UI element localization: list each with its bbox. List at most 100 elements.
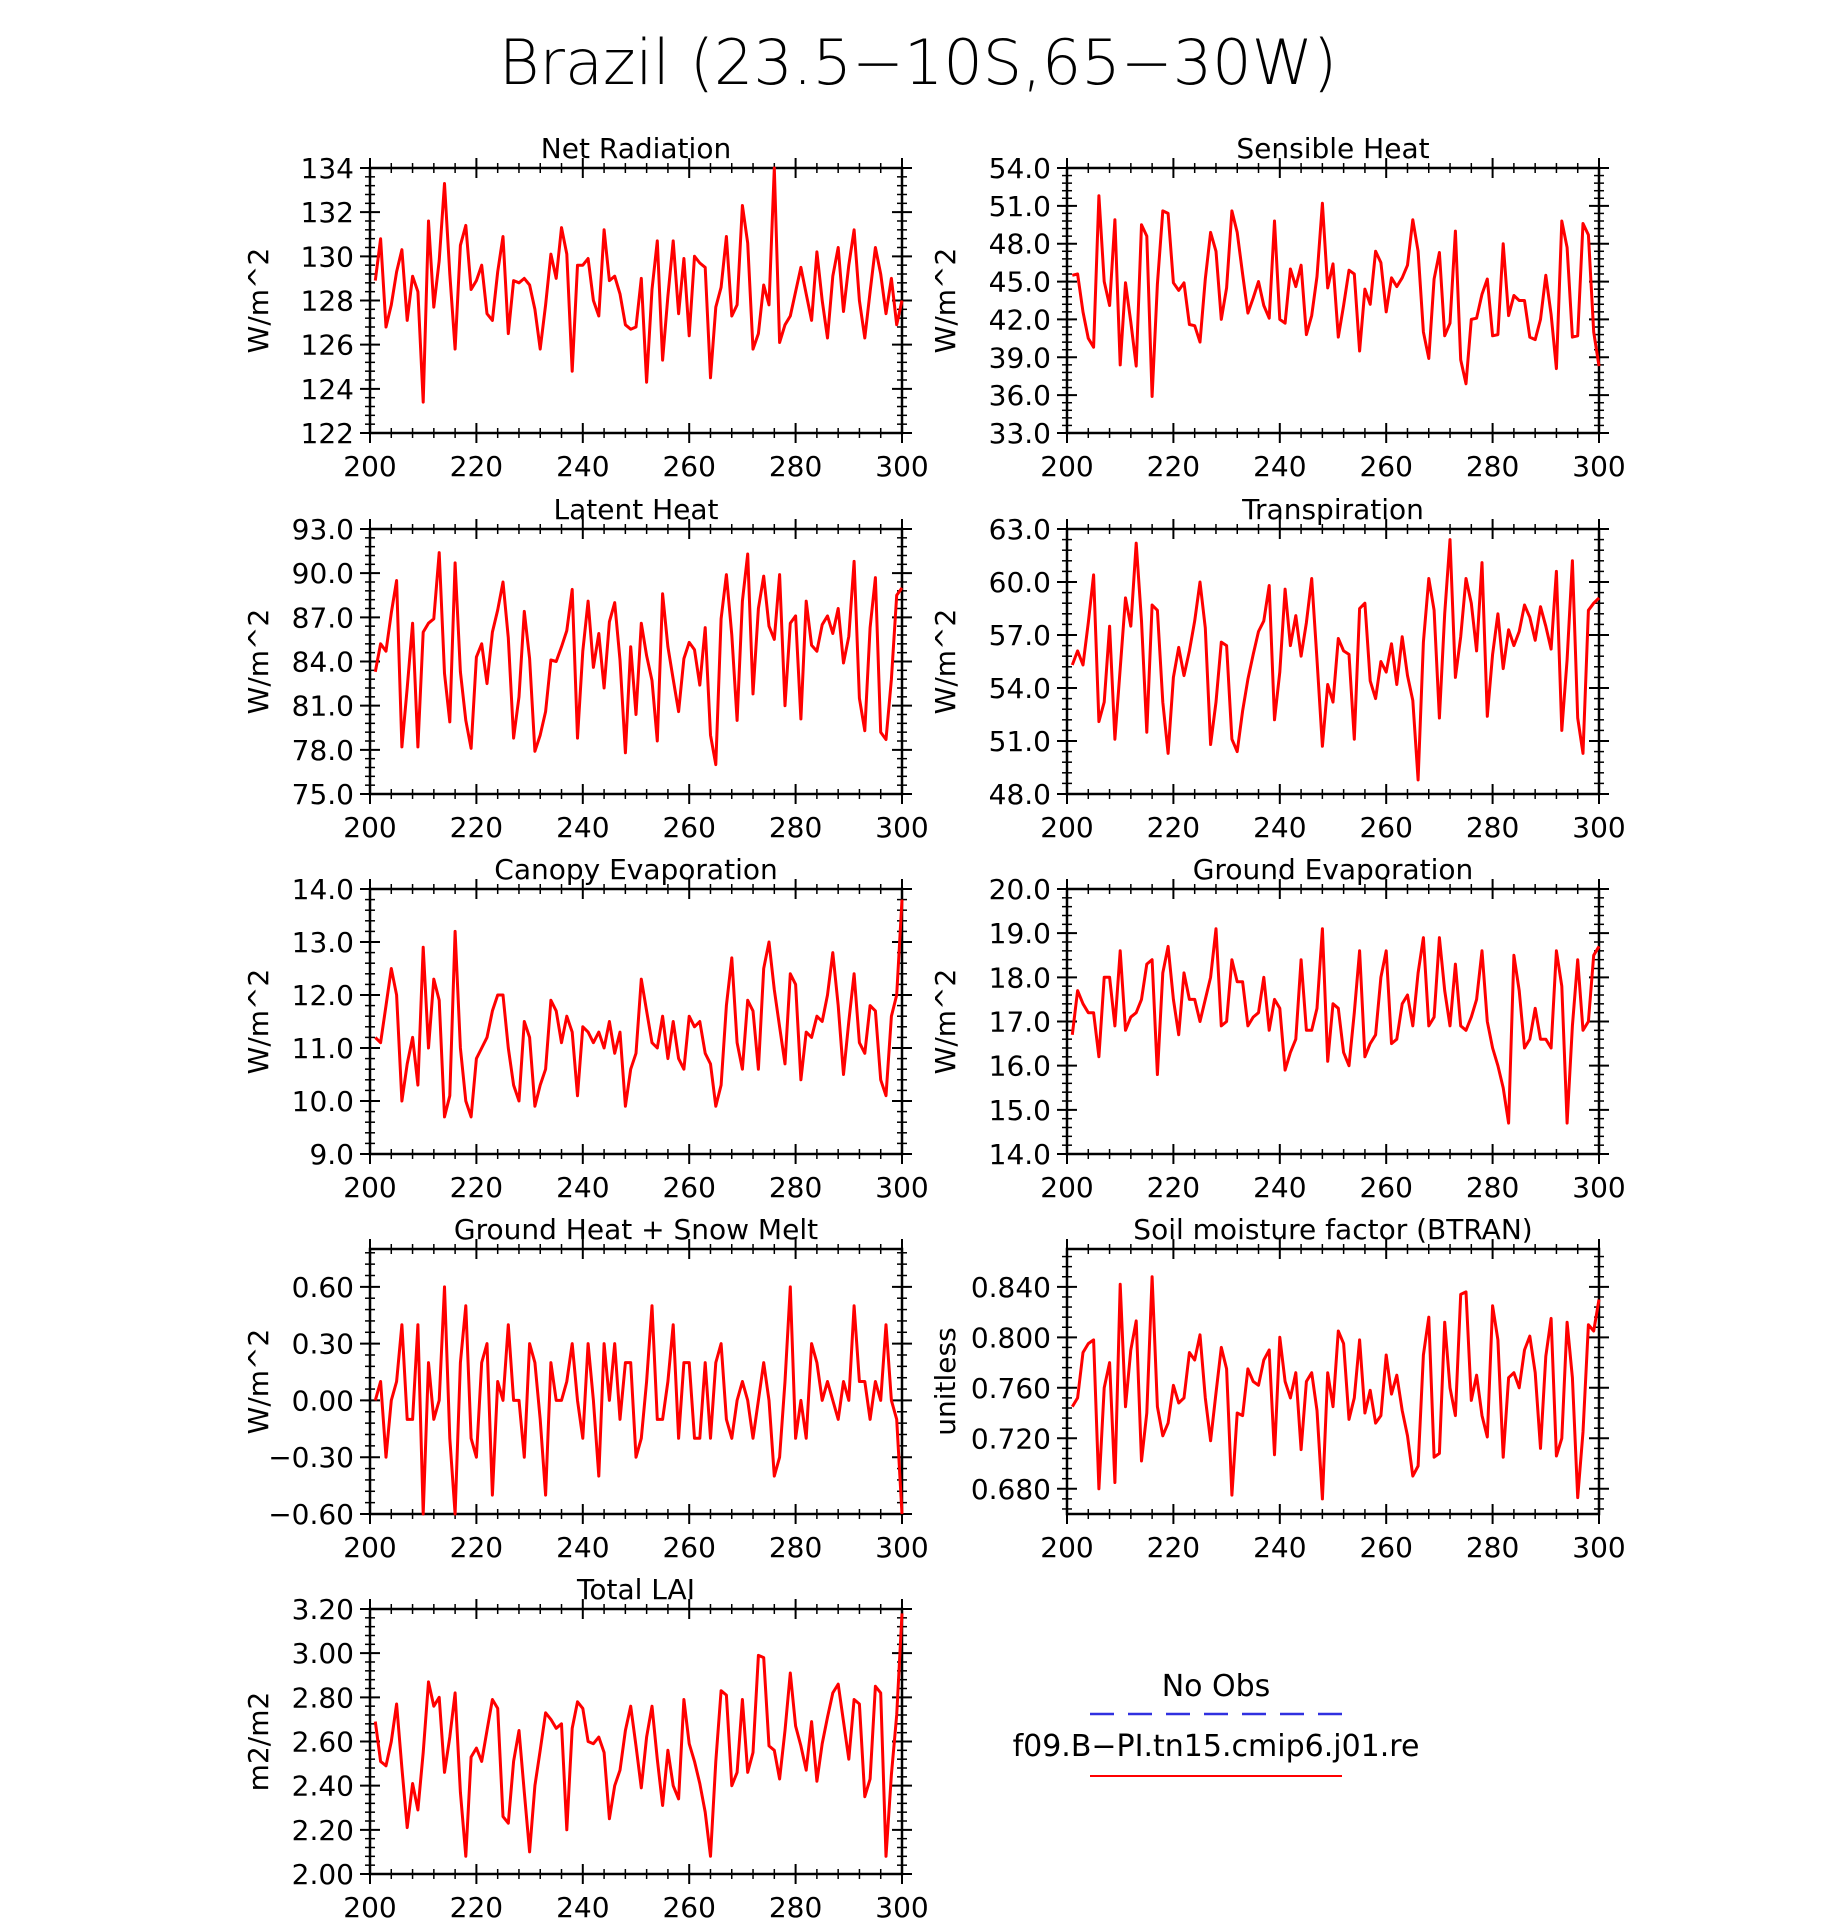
total-lai-ytick-label: 2.00 [292,1858,354,1891]
ground-evaporation-xtick-label: 280 [1466,1171,1519,1204]
transpiration-series-line-0 [1070,538,1601,782]
latent-heat-ytick-label: 78.0 [292,734,354,767]
soil-moisture-factor-btran-xtick-label: 200 [1040,1531,1093,1564]
soil-moisture-factor-btran-xtick-label: 280 [1466,1531,1519,1564]
total-lai-title: Total LAI [576,1573,695,1606]
canopy-evaporation-xtick-label: 300 [875,1171,928,1204]
latent-heat-xtick-label: 220 [450,811,503,844]
ground-evaporation-ytick-label: 15.0 [989,1094,1051,1127]
soil-moisture-factor-btran-ytick-label: 0.680 [971,1473,1051,1506]
sensible-heat-xtick-label: 220 [1147,450,1200,483]
latent-heat-frame [368,527,904,796]
ground-heat-snow-melt-frame [368,1247,904,1516]
ground-evaporation-ytick-label: 18.0 [989,961,1051,994]
panel-ground-evaporation: 14.0 15.0 16.0 17.0 18.0 19.0 20.0 200 220 240 260… [929,853,1626,1204]
soil-moisture-factor-btran-title: Soil moisture factor (BTRAN) [1133,1213,1532,1246]
canopy-evaporation-xtick-label: 240 [556,1171,609,1204]
latent-heat-xtick-label: 280 [769,811,822,844]
ground-evaporation-series-line-0 [1070,927,1601,1125]
canopy-evaporation-xtick-label: 220 [450,1171,503,1204]
legend: No Obs f09.B−PI.tn15.cmip6.j01.re [1013,1669,1420,1777]
canopy-evaporation-ytick-label: 9.0 [309,1138,354,1171]
canopy-evaporation-xtick-label: 260 [662,1171,715,1204]
panel-canopy-evaporation: 9.0 10.0 11.0 12.0 13.0 14.0 200 220 240 260 280 30… [242,853,929,1204]
sensible-heat-xtick-label: 280 [1466,450,1519,483]
latent-heat-ytick-label: 93.0 [292,513,354,546]
panel-ground-heat-snow-melt: −0.60 −0.30 0.00 0.30 0.60 200 220 240 260 280 300… [242,1213,929,1564]
sensible-heat-ytick-label: 42.0 [989,303,1051,336]
total-lai-ytick-label: 2.20 [292,1814,354,1847]
net-radiation-title: Net Radiation [541,132,731,165]
sensible-heat-xtick-label: 200 [1040,450,1093,483]
transpiration-xtick-label: 220 [1147,811,1200,844]
total-lai-xtick-label: 200 [343,1891,396,1924]
canopy-evaporation-frame [368,887,904,1156]
transpiration-frame [1065,527,1601,796]
soil-moisture-factor-btran-xtick-label: 300 [1572,1531,1625,1564]
total-lai-ytick-label: 3.20 [292,1593,354,1626]
legend-label-obs: No Obs [1162,1669,1271,1704]
sensible-heat-ytick-label: 54.0 [989,152,1051,185]
soil-moisture-factor-btran-xtick-label: 260 [1359,1531,1412,1564]
soil-moisture-factor-btran-frame [1065,1247,1601,1516]
ground-evaporation-ytick-label: 20.0 [989,873,1051,906]
latent-heat-ytick-label: 75.0 [292,778,354,811]
panel-soil-moisture-factor-btran: 0.680 0.720 0.760 0.800 0.840 200 220 240 260 280… [929,1213,1626,1564]
legend-label-model: f09.B−PI.tn15.cmip6.j01.re [1013,1729,1420,1764]
canopy-evaporation-xtick-label: 200 [343,1171,396,1204]
soil-moisture-factor-btran-ytick-label: 0.720 [971,1422,1051,1455]
panel-total-lai: 2.00 2.20 2.40 2.60 2.80 3.00 3.20 200 220 240 260… [242,1573,929,1924]
ground-heat-snow-melt-xtick-label: 280 [769,1531,822,1564]
ground-heat-snow-melt-ytick-label: −0.60 [268,1498,354,1531]
transpiration-ytick-label: 51.0 [989,725,1051,758]
ground-evaporation-ytick-label: 16.0 [989,1050,1051,1083]
ground-evaporation-ytick-label: 17.0 [989,1006,1051,1039]
sensible-heat-ytick-label: 45.0 [989,266,1051,299]
transpiration-title: Transpiration [1241,493,1424,526]
ground-heat-snow-melt-xtick-label: 300 [875,1531,928,1564]
ground-evaporation-xtick-label: 200 [1040,1171,1093,1204]
ground-evaporation-frame [1065,887,1601,1156]
transpiration-xtick-label: 260 [1359,811,1412,844]
latent-heat-xtick-label: 260 [662,811,715,844]
total-lai-ylabel: m2/m2 [242,1692,275,1792]
ground-evaporation-ytick-label: 14.0 [989,1138,1051,1171]
ground-evaporation-ylabel: W/m^2 [929,969,962,1075]
net-radiation-xtick-label: 280 [769,450,822,483]
canopy-evaporation-title: Canopy Evaporation [494,853,777,886]
ground-heat-snow-melt-ytick-label: −0.30 [268,1441,354,1474]
net-radiation-ytick-label: 130 [301,240,354,273]
transpiration-ytick-label: 54.0 [989,672,1051,705]
ground-heat-snow-melt-series-line-0 [373,1285,904,1516]
net-radiation-series-line-0 [373,166,904,404]
ground-evaporation-xtick-label: 300 [1572,1171,1625,1204]
soil-moisture-factor-btran-ylabel: unitless [929,1327,962,1435]
canopy-evaporation-ytick-label: 11.0 [292,1032,354,1065]
sensible-heat-xtick-label: 300 [1572,450,1625,483]
soil-moisture-factor-btran-ytick-label: 0.760 [971,1372,1051,1405]
latent-heat-ylabel: W/m^2 [242,609,275,715]
ground-heat-snow-melt-ylabel: W/m^2 [242,1329,275,1435]
ground-evaporation-xtick-label: 240 [1253,1171,1306,1204]
net-radiation-ytick-label: 124 [301,373,354,406]
net-radiation-xtick-label: 300 [875,450,928,483]
sensible-heat-frame [1065,166,1601,435]
net-radiation-ytick-label: 132 [301,196,354,229]
ground-evaporation-ytick-label: 19.0 [989,917,1051,950]
total-lai-xtick-label: 300 [875,1891,928,1924]
ground-heat-snow-melt-xtick-label: 220 [450,1531,503,1564]
sensible-heat-title: Sensible Heat [1236,132,1429,165]
sensible-heat-ytick-label: 36.0 [989,379,1051,412]
sensible-heat-ytick-label: 33.0 [989,417,1051,450]
ground-heat-snow-melt-ytick-label: 0.60 [292,1271,354,1304]
panel-latent-heat: 75.0 78.0 81.0 84.0 87.0 90.0 93.0 200 220 240 260… [242,493,929,844]
sensible-heat-xtick-label: 260 [1359,450,1412,483]
ground-heat-snow-melt-title: Ground Heat + Snow Melt [454,1213,818,1246]
latent-heat-ytick-label: 90.0 [292,557,354,590]
soil-moisture-factor-btran-ytick-label: 0.800 [971,1321,1051,1354]
transpiration-ylabel: W/m^2 [929,609,962,715]
soil-moisture-factor-btran-series-line-0 [1071,1275,1601,1501]
latent-heat-xtick-label: 300 [875,811,928,844]
panel-net-radiation: 122 124 126 128 130 132 134 200 220 240 260 280 300 N… [242,132,929,483]
net-radiation-xtick-label: 220 [450,450,503,483]
